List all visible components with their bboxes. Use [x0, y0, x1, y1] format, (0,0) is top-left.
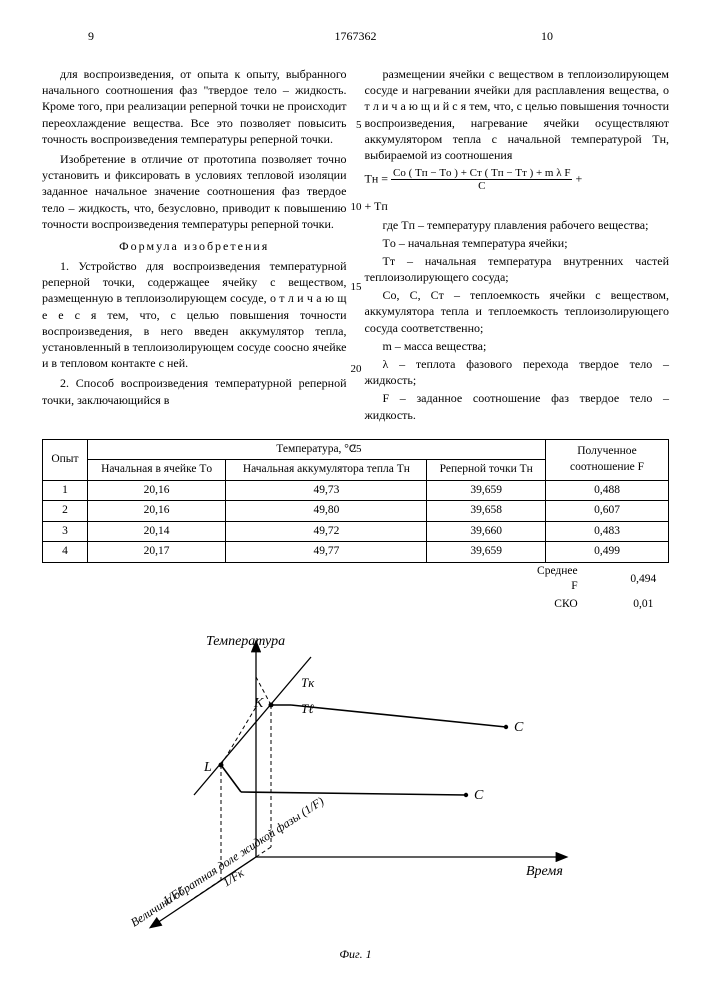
- curve-c2: [241, 792, 466, 795]
- page-number-right: 10: [541, 28, 553, 44]
- table-cell: 49,77: [226, 542, 427, 563]
- table-cell: 0,499: [546, 542, 669, 563]
- claims-heading: Формула изобретения: [42, 238, 347, 254]
- eq-numerator: Cо ( Tп − Tо ) + Cт ( Tп − Tт ) + m λ F: [391, 167, 572, 180]
- equation: Tн = Cо ( Tп − Tо ) + Cт ( Tп − Tт ) + m…: [365, 167, 670, 192]
- table-cell: 20,16: [87, 480, 225, 501]
- table-cell: 0,607: [546, 501, 669, 522]
- col-result: Полученное соотношение F: [546, 439, 669, 480]
- paragraph: размещении ячейки с веществом в теплоизо…: [365, 66, 670, 163]
- label-tk: Tк: [301, 675, 315, 690]
- point-c2: [463, 793, 467, 797]
- eq-plus: +: [575, 171, 582, 185]
- figure-caption: Фиг. 1: [106, 946, 606, 962]
- table-cell: 4: [43, 542, 88, 563]
- table-row: СКО 0,01: [42, 596, 669, 614]
- curve-c1: [291, 705, 506, 727]
- definition: Tт – начальная температура внутренних ча…: [365, 253, 670, 285]
- label-tl: Tℓ: [301, 701, 314, 716]
- table-body: 120,1649,7339,6590,488220,1649,8039,6580…: [43, 480, 669, 562]
- dashed-l-y: [221, 707, 256, 765]
- table-cell: 20,16: [87, 501, 225, 522]
- figure-1: Температура Время Величина обратная доле…: [106, 627, 606, 957]
- point-c1: [503, 725, 507, 729]
- table-cell: 1: [43, 480, 88, 501]
- x-axis-label: Время: [526, 864, 563, 879]
- paragraph: для воспроизведения, от опыта к опыту, в…: [42, 66, 347, 147]
- table-cell: 3: [43, 521, 88, 542]
- table-cell: 0,483: [546, 521, 669, 542]
- table-cell: 39,659: [427, 480, 546, 501]
- col-to: Начальная в ячейке Tо: [87, 460, 225, 481]
- left-column: 5 10 15 20 25 для воспроизведения, от оп…: [42, 66, 347, 425]
- sko-value: 0,01: [618, 596, 669, 614]
- line-number: 25: [351, 442, 362, 457]
- line-number: 10: [351, 200, 362, 215]
- eq-tail: + Tп: [365, 198, 670, 214]
- two-column-text: 5 10 15 20 25 для воспроизведения, от оп…: [42, 66, 669, 425]
- col-opyt: Опыт: [43, 439, 88, 480]
- definition: F – заданное соотношение фаз твердое тел…: [365, 390, 670, 422]
- table-cell: 39,659: [427, 542, 546, 563]
- definition: Tо – начальная температура ячейки;: [365, 235, 670, 251]
- table-cell: 39,660: [427, 521, 546, 542]
- table-row: 120,1649,7339,6590,488: [43, 480, 669, 501]
- page-number-left: 9: [88, 28, 94, 44]
- eq-denominator: C: [391, 180, 572, 192]
- table-cell: 49,72: [226, 521, 427, 542]
- table-cell: 49,73: [226, 480, 427, 501]
- line-number: 15: [351, 280, 362, 295]
- table-cell: 39,658: [427, 501, 546, 522]
- definition: m – масса вещества;: [365, 338, 670, 354]
- claim: 1. Устройство для воспроизведения темпер…: [42, 258, 347, 371]
- definition: Cо, C, Cт – теплоемкость ячейки с вещест…: [365, 287, 670, 336]
- table-cell: 0,488: [546, 480, 669, 501]
- table-row: 420,1749,7739,6590,499: [43, 542, 669, 563]
- figure-svg: Температура Время Величина обратная доле…: [106, 627, 606, 937]
- patent-number: 1767362: [335, 28, 377, 44]
- table-cell: 20,14: [87, 521, 225, 542]
- page: 9 1767362 10 5 10 15 20 25 для воспроизв…: [0, 0, 707, 1000]
- y-axis-label: Температура: [206, 634, 285, 649]
- line-number: 5: [356, 118, 362, 133]
- right-column: размещении ячейки с веществом в теплоизо…: [365, 66, 670, 425]
- paragraph: Изобретение в отличие от прототипа позво…: [42, 151, 347, 232]
- z-axis-label: Величина обратная доле жидкой фазы (1/F): [128, 794, 326, 930]
- col-th: Начальная аккумулятора тепла Tн: [226, 460, 427, 481]
- eq-fraction: Cо ( Tп − Tо ) + Cт ( Tп − Tт ) + m λ F …: [391, 167, 572, 192]
- label-l: L: [203, 760, 212, 775]
- sko-label: СКО: [531, 596, 618, 614]
- table-cell: 49,80: [226, 501, 427, 522]
- eq-lhs: Tн =: [365, 171, 389, 185]
- definition: λ – теплота фазового перехода твердое те…: [365, 356, 670, 388]
- col-temperature: Температура, °C: [87, 439, 545, 460]
- line-number: 20: [351, 362, 362, 377]
- table-summary: Среднее F 0,494 СКО 0,01: [42, 563, 669, 614]
- table-row: Среднее F 0,494: [42, 563, 669, 596]
- claim: 2. Способ воспроизведения температурной …: [42, 375, 347, 407]
- table-row: 220,1649,8039,6580,607: [43, 501, 669, 522]
- curve-c2-head: [221, 765, 241, 792]
- experiment-table: Опыт Температура, °C Полученное соотноше…: [42, 439, 669, 563]
- definition: где Tп – температуру плавления рабочего …: [365, 217, 670, 233]
- avg-label: Среднее F: [531, 563, 618, 596]
- label-c2: C: [474, 788, 484, 803]
- table-cell: 2: [43, 501, 88, 522]
- col-tn: Реперной точки Tн: [427, 460, 546, 481]
- table-row: 320,1449,7239,6600,483: [43, 521, 669, 542]
- label-c1: C: [514, 720, 524, 735]
- avg-value: 0,494: [618, 563, 669, 596]
- table-cell: 20,17: [87, 542, 225, 563]
- header: 9 1767362 10: [42, 28, 669, 58]
